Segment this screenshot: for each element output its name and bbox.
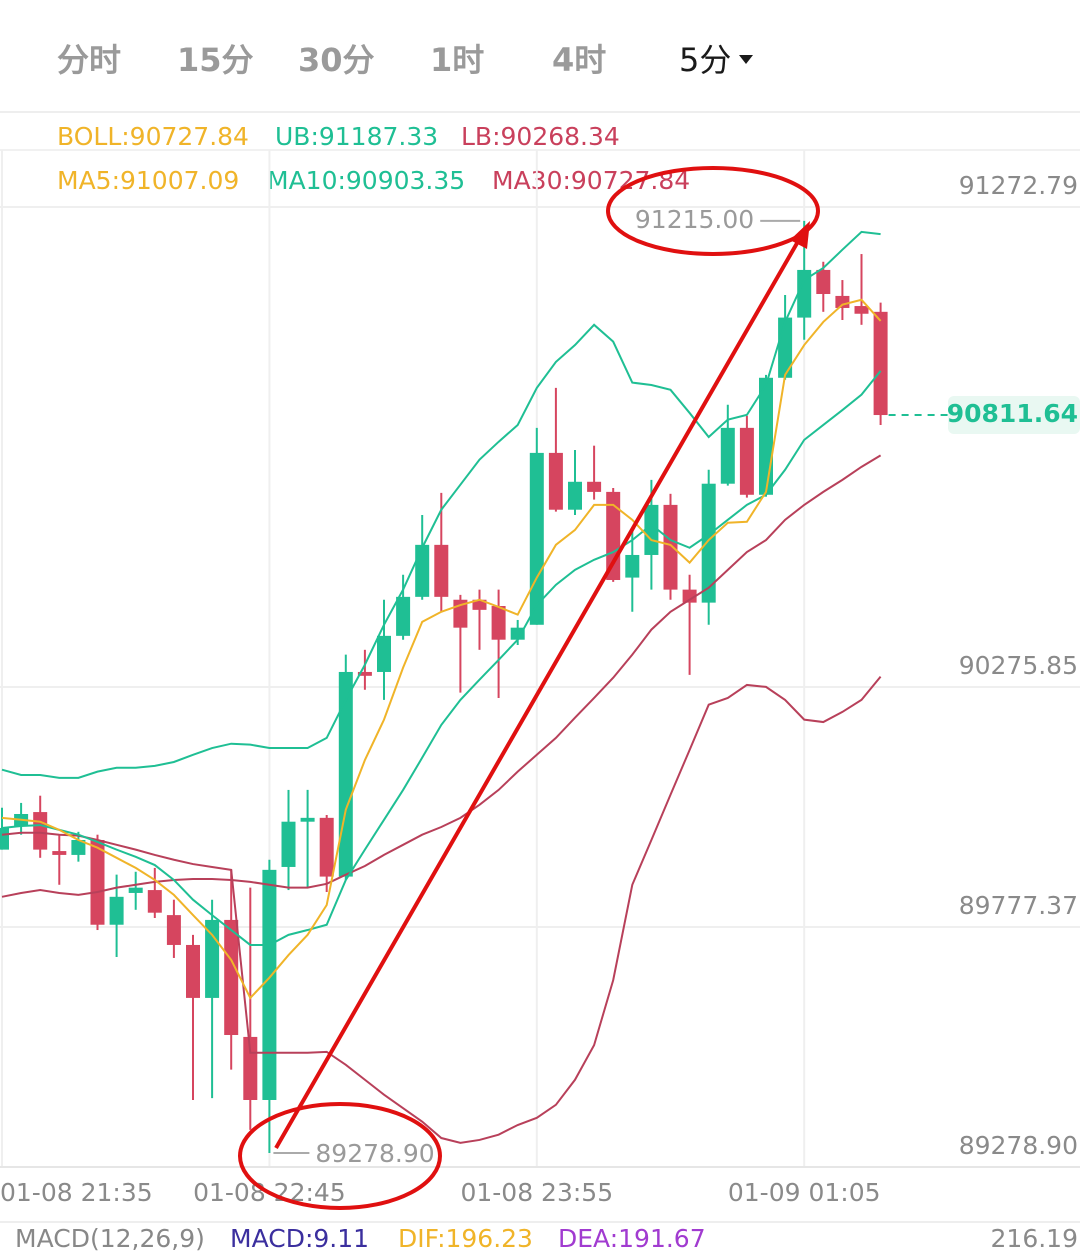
macd-legend: DIF:196.23: [398, 1224, 533, 1253]
y-tick-label: 89278.90: [959, 1131, 1078, 1160]
candle-body: [319, 817, 334, 877]
candle-body: [472, 599, 487, 610]
candle-body: [835, 295, 850, 308]
timeframe-tab[interactable]: 5分: [679, 41, 731, 79]
indicator-legend: LB:90268.34: [461, 122, 620, 151]
price-tag-bg: [948, 396, 1080, 435]
candle-body: [71, 839, 86, 855]
candle-body: [491, 606, 506, 640]
candle-body: [797, 269, 812, 318]
candle-body: [300, 817, 315, 822]
candle-body: [109, 896, 124, 925]
low-label: 89278.90: [315, 1139, 434, 1168]
candle-body: [128, 887, 143, 893]
annotation-arrowhead: [790, 221, 810, 249]
candle-body: [357, 671, 372, 676]
candle-body: [224, 919, 239, 1035]
dropdown-arrow[interactable]: [739, 55, 753, 64]
candle-body: [739, 427, 754, 495]
indicator-line: [1, 454, 882, 898]
candle-body: [338, 671, 353, 877]
indicator-line: [1, 230, 881, 779]
indicator-legend: MA5:91007.09: [57, 166, 239, 195]
annotation-circle: [606, 166, 820, 256]
y-tick-label: 91272.79: [959, 171, 1078, 200]
candle-body: [701, 483, 716, 603]
x-tick-label: 01-08 23:55: [460, 1178, 613, 1207]
candle-body: [396, 596, 411, 636]
timeframe-tab[interactable]: 分时: [57, 41, 121, 79]
indicator-legend: UB:91187.33: [275, 122, 438, 151]
candle-body: [415, 544, 430, 597]
tab-bar: 分时 15分 30分 1时 4时 5分: [57, 41, 753, 79]
candle-body: [377, 635, 391, 672]
candle-body: [147, 890, 162, 913]
chart: BOLL:90727.84 UB:91187.33 LB:90268.34 MA5:9…: [0, 122, 1080, 1253]
candle-body: [720, 427, 735, 484]
timeframe-tab[interactable]: 30分: [298, 41, 375, 79]
candle-body: [166, 915, 181, 945]
timeframe-tab[interactable]: 1时: [430, 41, 484, 79]
macd-legend: MACD(12,26,9): [15, 1224, 205, 1253]
candle-body: [587, 481, 602, 492]
high-label: 91215.00: [635, 205, 754, 234]
annotation-circle: [238, 1102, 442, 1210]
macd-axis-label: 216.19: [991, 1224, 1078, 1253]
y-tick-label: 90275.85: [959, 651, 1078, 680]
y-tick-label: 89777.37: [959, 891, 1078, 920]
candle-body: [759, 377, 773, 495]
price-tag: 90811.64: [947, 399, 1078, 428]
candle-body: [434, 544, 449, 597]
candle-body: [186, 944, 200, 998]
candle-body: [33, 812, 48, 850]
macd-legend: DEA:191.67: [558, 1224, 706, 1253]
candle-body: [529, 452, 544, 625]
candle-body: [854, 306, 869, 314]
indicator-legend: MA30:90727.84: [492, 166, 690, 195]
timeframe-tab[interactable]: 15分: [177, 41, 254, 79]
x-tick-label: 01-08 21:35: [0, 1178, 153, 1207]
candle-body: [644, 504, 659, 555]
candle-body: [625, 554, 640, 578]
annotation-arrow: [274, 237, 802, 1149]
candle-body: [52, 851, 67, 855]
indicator-legend: MA10:90903.35: [267, 166, 465, 195]
candle-body: [568, 481, 582, 510]
x-tick-label: 01-09 01:05: [728, 1178, 881, 1207]
candle-body: [205, 919, 220, 998]
candle-body: [510, 627, 525, 640]
candle-body: [0, 827, 9, 850]
candle-body: [682, 589, 697, 603]
indicator-line: [1, 298, 882, 1000]
macd-legend: MACD:9.11: [230, 1224, 369, 1253]
indicator-legend: BOLL:90727.84: [57, 122, 249, 151]
candle-body: [281, 821, 296, 867]
candle-body: [816, 269, 831, 295]
candle-body: [548, 452, 563, 510]
indicator-line: [1, 675, 882, 1144]
candle-body: [663, 504, 678, 590]
candle-body: [873, 311, 888, 416]
candle-body: [262, 869, 277, 1100]
candle-body: [90, 839, 105, 925]
indicator-line: [1, 370, 882, 946]
timeframe-tab[interactable]: 4时: [552, 41, 606, 79]
